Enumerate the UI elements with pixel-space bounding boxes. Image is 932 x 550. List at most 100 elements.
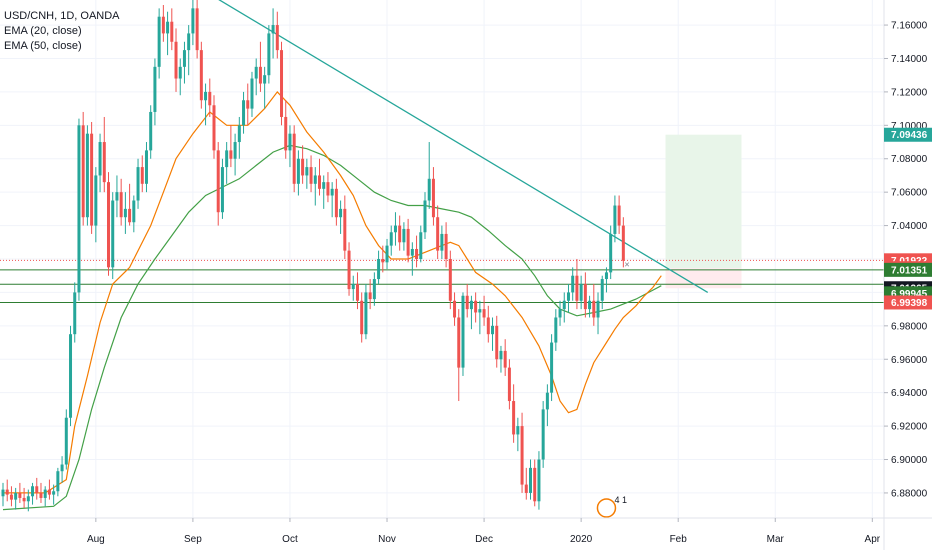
candle — [495, 315, 499, 368]
candle-body — [35, 486, 39, 493]
candle — [393, 212, 397, 246]
candle — [52, 484, 56, 505]
candle — [9, 486, 13, 507]
candle-body — [77, 125, 81, 293]
time-tick-label: Dec — [475, 534, 493, 545]
loss-zone — [665, 268, 742, 289]
candle-body — [545, 392, 549, 410]
candle-body — [69, 334, 73, 418]
candle-body — [533, 467, 537, 502]
candle — [486, 305, 490, 343]
candle-body — [292, 133, 296, 184]
profit-zone — [665, 134, 742, 269]
candle-body — [102, 142, 106, 183]
candle-body — [461, 295, 465, 368]
candle — [216, 142, 220, 226]
candle — [182, 41, 186, 84]
candle-body — [250, 78, 254, 109]
candle-body — [271, 25, 275, 34]
candle — [402, 222, 406, 251]
candle-body — [14, 492, 18, 500]
candle — [149, 105, 153, 159]
candle-body — [558, 309, 562, 318]
candle-body — [98, 142, 102, 176]
candle-body — [237, 125, 241, 143]
candle — [617, 195, 621, 234]
candle-body — [182, 50, 186, 67]
candle-body — [26, 496, 30, 502]
candle-body — [22, 497, 26, 502]
candle-body — [275, 25, 279, 51]
candle — [465, 284, 469, 318]
candle-body — [318, 175, 321, 189]
candle-body — [440, 233, 444, 251]
candle-body — [5, 489, 9, 495]
candle-body — [178, 66, 182, 79]
time-tick-label: Sep — [184, 534, 202, 545]
candle-body — [288, 133, 292, 151]
price-tick-label: 6.98000 — [891, 321, 928, 332]
candle — [119, 178, 123, 226]
candle — [22, 487, 26, 508]
candle-body — [621, 225, 625, 261]
candle-body — [47, 489, 51, 495]
candle — [195, 0, 199, 59]
candle — [43, 486, 47, 507]
candle-body — [330, 188, 334, 196]
candle-body — [140, 167, 144, 184]
legend-symbol: USD/CNH, 1D, OANDA — [4, 10, 120, 22]
candle — [18, 482, 22, 503]
candle-body — [588, 300, 592, 310]
candle-body — [474, 300, 478, 313]
candle-body — [322, 182, 326, 189]
candle — [427, 142, 431, 209]
price-tick-label: 7.04000 — [891, 221, 928, 232]
candle-body — [457, 317, 461, 368]
price-tick-label: 6.92000 — [891, 422, 928, 433]
candle — [64, 409, 68, 470]
candle — [161, 5, 165, 42]
candle — [187, 25, 191, 76]
candle-body — [410, 248, 414, 256]
candle-body — [554, 317, 558, 343]
candle — [153, 58, 157, 126]
candle-body — [309, 167, 313, 184]
candle — [491, 317, 495, 351]
price-badge-bg — [884, 127, 932, 142]
candle-body — [436, 217, 440, 251]
candle-body — [229, 150, 233, 159]
candle — [579, 275, 583, 310]
trendline — [218, 0, 709, 293]
candle — [301, 145, 305, 184]
candle — [128, 183, 132, 226]
candle-body — [364, 292, 368, 335]
candle — [609, 225, 613, 280]
candle — [220, 158, 224, 219]
legend-ema50: EMA (50, close) — [4, 40, 82, 52]
candle-body — [355, 284, 359, 301]
candle-body — [537, 459, 541, 502]
price-badge-label: 6.99398 — [891, 298, 928, 309]
time-tick-label: Oct — [282, 534, 298, 545]
price-badge: 7.01351 — [884, 262, 932, 277]
candle — [326, 172, 330, 203]
candle-body — [562, 300, 566, 310]
candle-body — [233, 142, 237, 159]
price-badge-bg — [884, 295, 932, 310]
candle — [469, 295, 473, 330]
candles — [1, 0, 625, 512]
candle-body — [372, 279, 376, 300]
candle — [47, 479, 51, 500]
candle-body — [60, 464, 64, 472]
price-axis: 6.88000 6.90000 6.92000 6.94000 6.96000 6.980… — [883, 0, 932, 550]
candle-body — [43, 489, 47, 498]
time-axis: AugSepOctNovDec2020FebMarAprMay — [0, 517, 932, 545]
legend-ema20: EMA (20, close) — [4, 25, 82, 37]
candle-body — [583, 284, 587, 310]
candle — [343, 195, 347, 259]
candle — [60, 456, 64, 483]
candle-body — [305, 167, 309, 176]
candle-body — [90, 133, 94, 226]
candle — [280, 41, 284, 126]
